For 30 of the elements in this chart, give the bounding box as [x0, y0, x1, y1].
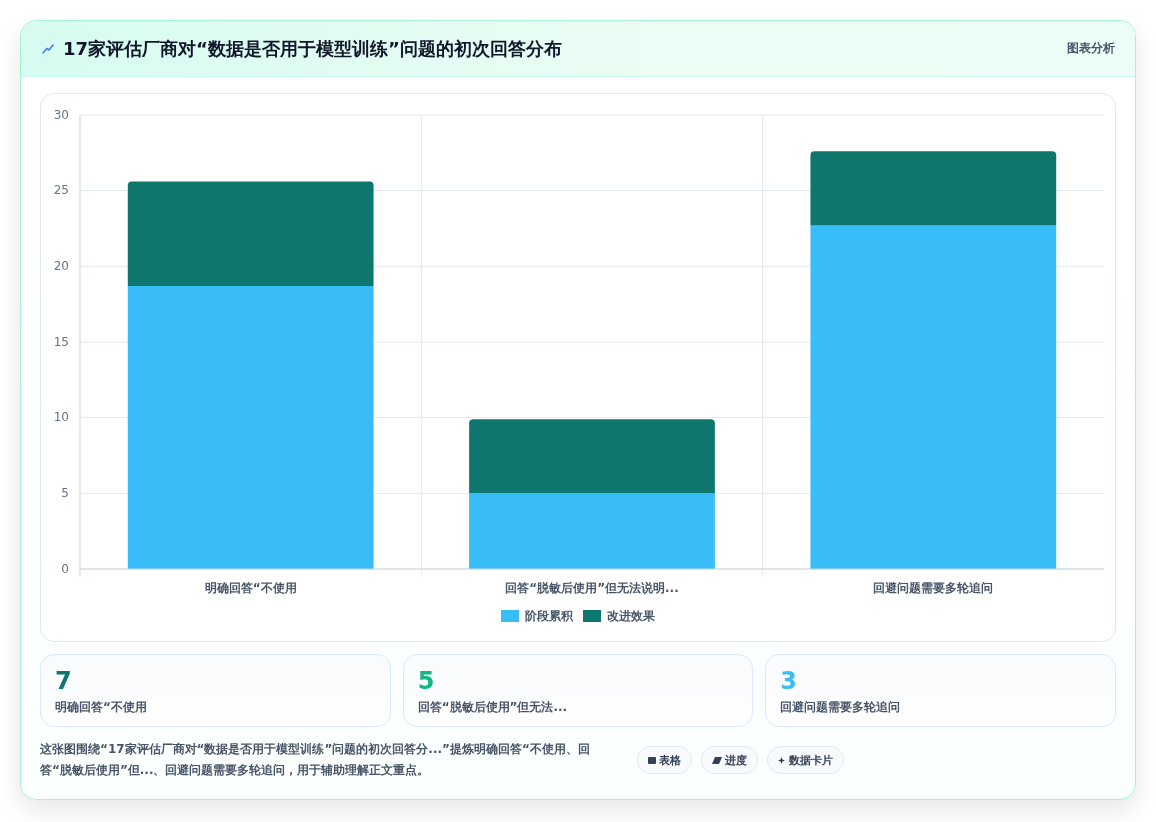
bar [127, 286, 374, 569]
bar [810, 151, 1057, 226]
legend-label: 改进效果 [607, 607, 655, 625]
y-tick-label: 20 [53, 258, 69, 273]
bar [127, 181, 374, 287]
text: 进度 [701, 746, 758, 774]
chart-title: 17家评估厂商对“数据是否用于模型训练”问题的初次回答分布 [63, 36, 563, 61]
bar [469, 493, 715, 569]
category-label: 回答“脱敏后使用”但无法... [417, 699, 569, 715]
y-tick-label: 5 [61, 485, 69, 500]
x-tick-label: 明确回答“不使用 [204, 580, 297, 595]
y-tick-label: 25 [53, 183, 69, 198]
x-tick-label: 回避问题需要多轮追问 [873, 580, 994, 595]
text: 图表分析 [1067, 40, 1115, 57]
category-label: 明确回答“不使用 [55, 699, 148, 715]
legend-label: 阶段累积 [525, 607, 573, 625]
y-tick-label: 0 [61, 561, 69, 576]
x-tick-label: 回答“脱敏后使用”但无法说明... [505, 580, 679, 595]
data-label: 3 [780, 667, 799, 695]
data-label: 5 [417, 667, 436, 695]
data-label: 7 [55, 667, 73, 695]
y-tick-label: 15 [53, 334, 69, 349]
text: 这张图围绕“17家评估厂商对“数据是否用于模型训练”问题的初次回答分...”提炼明确回答“不使用、回答“脱敏后使用”但...、回避问题需要多轮追问，用于辅助理解正文重点。 [40, 741, 590, 779]
category-label: 回避问题需要多轮追问 [780, 699, 902, 715]
y-tick-label: 30 [53, 107, 69, 122]
bar [810, 225, 1057, 569]
y-tick-label: 10 [53, 410, 69, 425]
text: 表格 [637, 746, 692, 774]
bar [469, 419, 715, 494]
text: 数据卡片 [767, 746, 844, 774]
